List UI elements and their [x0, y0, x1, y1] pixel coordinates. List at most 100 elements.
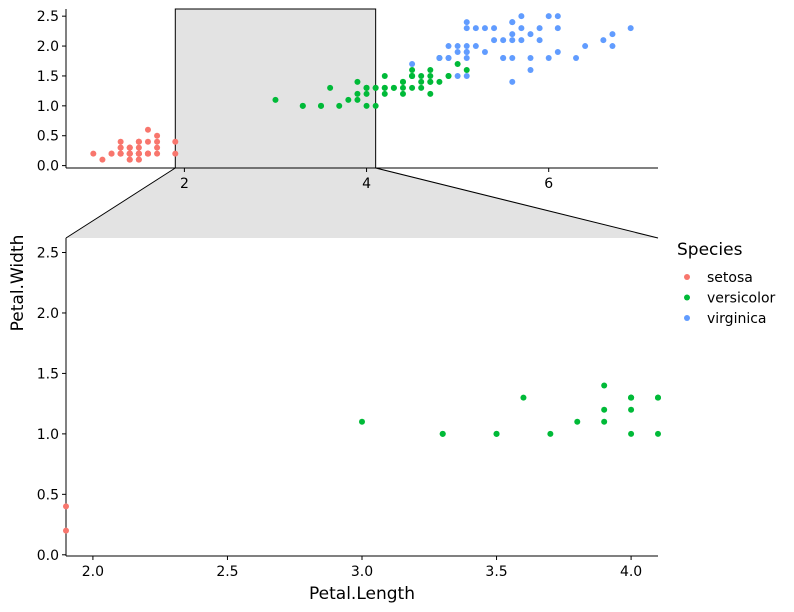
point-virginica — [454, 43, 461, 50]
overview-y-tick-label: 1.0 — [37, 99, 59, 115]
overview-y-tick-label: 0.0 — [37, 159, 59, 175]
point-setosa — [99, 156, 106, 163]
overview-panel: 0.0 0.5 1.0 1.5 2.0 2.5 2 4 6 — [37, 8, 658, 192]
point-setosa — [154, 150, 161, 157]
zoom-point-setosa — [63, 503, 69, 510]
point-virginica — [500, 55, 507, 62]
point-versicolor — [354, 78, 361, 85]
point-virginica — [481, 25, 488, 32]
point-virginica — [472, 43, 479, 50]
point-versicolor — [436, 78, 443, 85]
legend-label-virginica: virginica — [707, 311, 767, 327]
zoom-point-versicolor — [520, 394, 527, 401]
point-setosa — [172, 138, 179, 145]
point-virginica — [609, 31, 616, 38]
point-virginica — [491, 25, 498, 32]
point-versicolor — [427, 72, 434, 79]
zoom-point-versicolor — [439, 430, 446, 437]
legend-label-versicolor: versicolor — [707, 291, 776, 307]
point-virginica — [463, 25, 470, 32]
zoom-y-tick-label: 1.5 — [37, 366, 59, 382]
point-versicolor — [463, 66, 470, 73]
zoom-connector-line-left — [65, 167, 176, 239]
zoom-points — [63, 382, 661, 534]
zoom-y-tick-label: 0.5 — [37, 487, 59, 503]
point-virginica — [527, 31, 534, 38]
point-versicolor — [399, 84, 406, 91]
point-setosa — [135, 138, 142, 145]
point-virginica — [500, 37, 507, 44]
overview-x-tick-label: 6 — [544, 176, 553, 192]
overview-x-tick-label: 2 — [180, 176, 189, 192]
zoom-connector-line-right — [375, 167, 659, 239]
zoom-point-versicolor — [574, 418, 581, 425]
zoom-y-tick-label: 0.0 — [37, 548, 59, 564]
point-virginica — [536, 37, 543, 44]
point-virginica — [454, 49, 461, 56]
zoom-point-versicolor — [628, 394, 635, 401]
point-versicolor — [454, 60, 461, 67]
point-virginica — [527, 55, 534, 62]
point-virginica — [518, 25, 525, 32]
zoom-x-tick-label: 3.0 — [351, 564, 373, 580]
point-setosa — [154, 144, 161, 151]
point-setosa — [117, 138, 124, 145]
overview-points — [90, 13, 634, 163]
zoom-point-versicolor — [359, 418, 365, 425]
point-versicolor — [363, 102, 370, 109]
point-virginica — [518, 13, 525, 20]
point-virginica — [463, 55, 470, 62]
point-virginica — [436, 55, 443, 62]
zoom-point-versicolor — [547, 430, 554, 437]
point-virginica — [409, 60, 416, 67]
point-setosa — [126, 144, 133, 151]
point-versicolor — [418, 78, 425, 85]
point-virginica — [509, 78, 516, 85]
point-versicolor — [427, 90, 434, 97]
point-virginica — [518, 37, 525, 44]
point-virginica — [554, 49, 561, 56]
zoom-point-versicolor — [601, 418, 608, 425]
point-virginica — [463, 72, 470, 79]
point-versicolor — [427, 66, 434, 73]
zoom-connector — [66, 168, 658, 238]
legend-key-versicolor — [684, 294, 690, 301]
point-versicolor — [336, 102, 343, 109]
zoom-x-tick-label: 3.5 — [485, 564, 507, 580]
legend: Species setosa versicolor virginica — [677, 240, 776, 327]
point-versicolor — [354, 96, 361, 103]
zoom-y-tick-label: 2.5 — [37, 246, 59, 262]
point-versicolor — [354, 90, 361, 97]
overview-y-tick-label: 2.0 — [37, 39, 59, 55]
point-virginica — [463, 19, 470, 26]
point-virginica — [463, 49, 470, 56]
point-virginica — [609, 43, 616, 50]
overview-y-tick-label: 2.5 — [37, 9, 59, 25]
point-versicolor — [381, 72, 388, 79]
overview-y-tick-label: 1.5 — [37, 69, 59, 85]
point-virginica — [481, 49, 488, 56]
point-versicolor — [409, 72, 416, 79]
point-versicolor — [363, 90, 370, 97]
point-setosa — [135, 156, 142, 163]
point-setosa — [135, 144, 142, 151]
point-versicolor — [345, 96, 352, 103]
overview-axes: 0.0 0.5 1.0 1.5 2.0 2.5 2 4 6 — [37, 9, 658, 192]
overview-x-tick-label: 4 — [362, 176, 371, 192]
point-virginica — [491, 37, 498, 44]
point-versicolor — [399, 90, 406, 97]
point-versicolor — [363, 84, 370, 91]
zoom-y-tick-label: 2.0 — [37, 306, 59, 322]
point-versicolor — [318, 102, 325, 109]
point-virginica — [545, 13, 552, 20]
point-versicolor — [381, 90, 388, 97]
point-versicolor — [427, 78, 434, 85]
point-versicolor — [390, 84, 397, 91]
point-setosa — [126, 156, 133, 163]
legend-items: setosa versicolor virginica — [684, 270, 776, 327]
point-setosa — [117, 144, 124, 151]
legend-title: Species — [677, 240, 743, 260]
point-setosa — [126, 150, 133, 157]
y-axis-label: Petal.Width — [8, 235, 28, 332]
point-virginica — [573, 55, 580, 62]
